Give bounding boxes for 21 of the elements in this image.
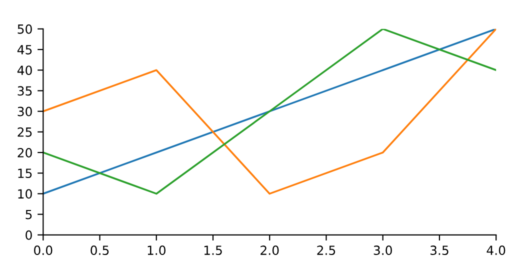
x-tick-label: 1.5	[204, 246, 222, 255]
y-tick-label: 15	[18, 168, 32, 178]
x-tick-label: 0.5	[90, 246, 109, 255]
y-tick-label: 20	[18, 148, 32, 158]
y-tick-label: 40	[17, 66, 32, 76]
x-tick-label: 3.5	[430, 246, 448, 255]
y-tick-label: 35	[18, 86, 32, 96]
x-tick-label: 0.0	[34, 246, 52, 255]
y-tick-label: 5	[26, 210, 32, 220]
line-series	[43, 28, 496, 195]
y-tick-label: 25	[18, 127, 32, 137]
y-tick-label: 30	[18, 106, 32, 116]
y-tick-label: 50	[18, 24, 32, 34]
x-tick-label: 3.0	[374, 246, 392, 255]
x-tick-label: 4.0	[486, 246, 506, 255]
y-tick-label: 45	[17, 45, 32, 54]
x-tick-label: 2.0	[260, 246, 279, 255]
x-tick-label: 1.0	[148, 246, 166, 255]
y-tick-label: 10	[18, 189, 32, 199]
x-tick-label: 2.5	[317, 246, 336, 255]
y-tick-label: 0	[26, 230, 32, 240]
